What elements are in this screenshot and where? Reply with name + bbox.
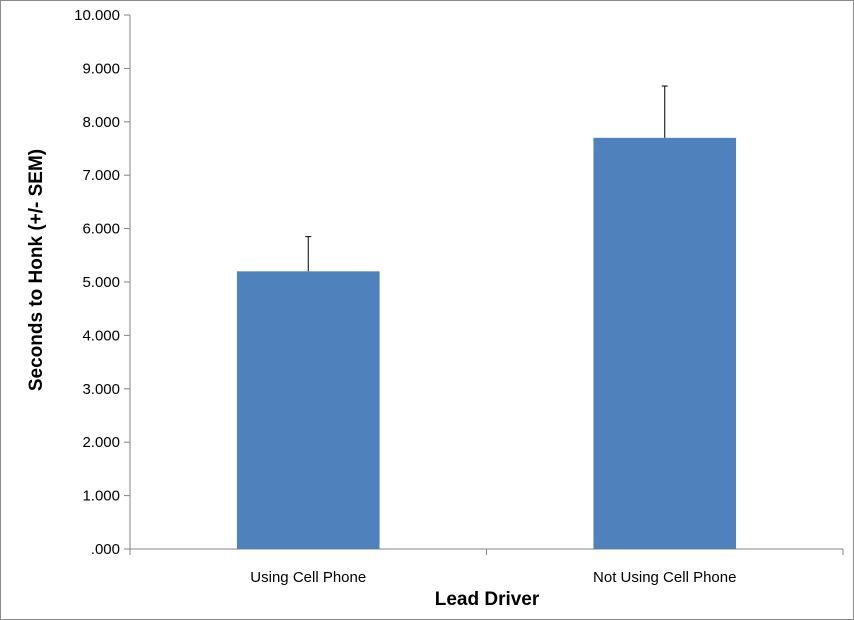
bar bbox=[236, 271, 380, 549]
x-tick-label: Not Using Cell Phone bbox=[593, 569, 736, 586]
y-axis-title: Seconds to Honk (+/- SEM) bbox=[26, 149, 47, 391]
x-tick-label: Using Cell Phone bbox=[250, 569, 366, 586]
x-ticks-group: Using Cell Phone Not Using Cell Phone bbox=[129, 549, 844, 586]
y-ticks-group: .000 1.000 2.000 3.000 4.000 5.000 6.000 7.000 8… bbox=[74, 7, 130, 558]
y-tick-label: 5.000 bbox=[82, 274, 120, 291]
x-axis-title: Lead Driver bbox=[435, 589, 540, 610]
y-tick-label: 7.000 bbox=[82, 167, 120, 184]
y-tick-label: 9.000 bbox=[82, 60, 120, 77]
bar bbox=[593, 137, 737, 549]
y-tick-label: 4.000 bbox=[82, 327, 120, 344]
y-tick-label: 6.000 bbox=[82, 221, 120, 238]
bars-group bbox=[236, 137, 737, 549]
y-tick-label: 10.000 bbox=[74, 7, 120, 24]
y-tick-label: 1.000 bbox=[82, 488, 120, 505]
y-tick-label: 3.000 bbox=[82, 381, 120, 398]
y-tick-label: .000 bbox=[91, 541, 120, 558]
error-bars-group bbox=[305, 85, 668, 272]
y-tick-label: 2.000 bbox=[82, 434, 120, 451]
y-tick-label: 8.000 bbox=[82, 114, 120, 131]
